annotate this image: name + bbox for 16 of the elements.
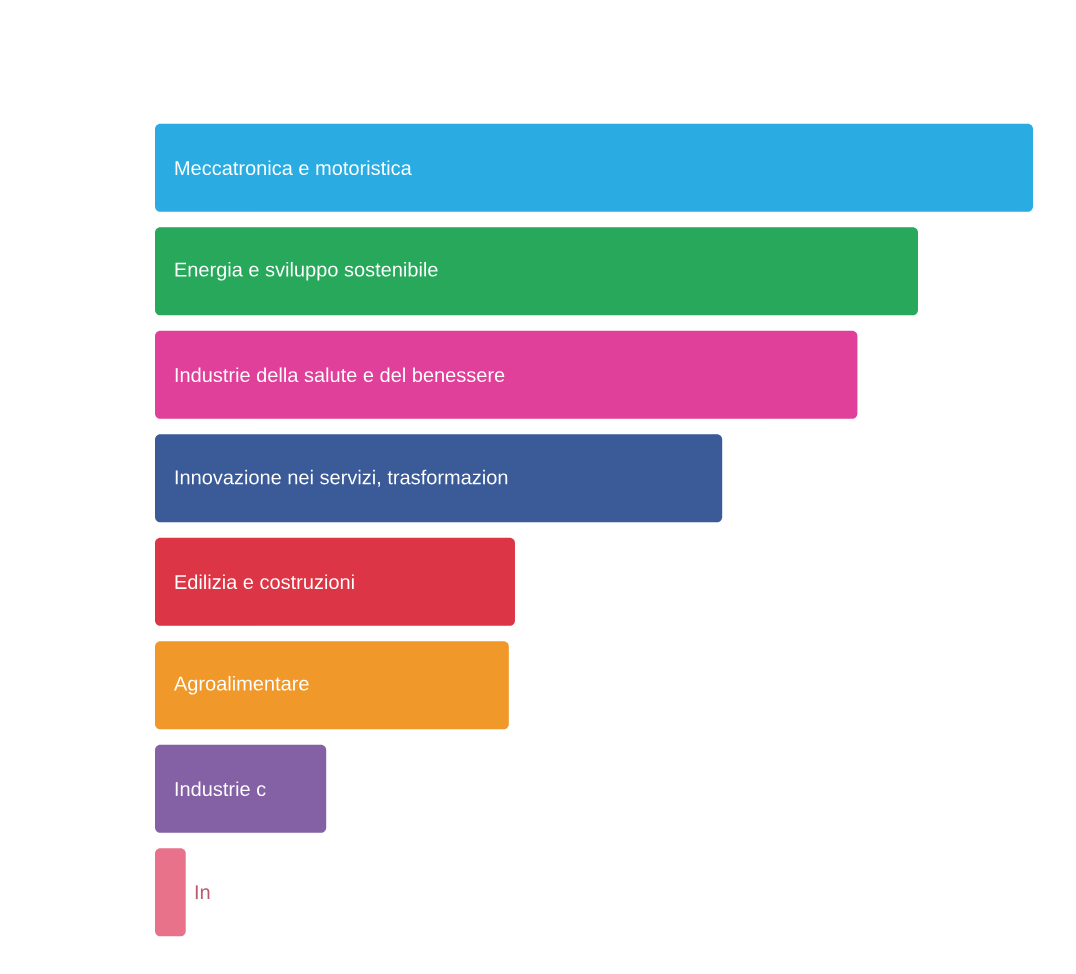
y-tick-label: In bbox=[195, 885, 210, 900]
bar bbox=[155, 227, 918, 316]
y-tick-label: Energia e sviluppo sostenibile bbox=[175, 261, 438, 281]
y-tick-label: Edilizia e costruzioni bbox=[175, 574, 354, 590]
bar bbox=[155, 330, 858, 419]
y-tick-label: Industrie c bbox=[175, 781, 266, 797]
bar bbox=[155, 641, 509, 730]
bar bbox=[155, 123, 1033, 212]
y-tick-label: Innovazione nei servizi, trasformazion bbox=[175, 469, 508, 487]
bar bbox=[155, 744, 327, 833]
bar bbox=[155, 848, 186, 937]
y-tick-label: Agroalimentare bbox=[173, 675, 309, 695]
bar bbox=[155, 537, 515, 626]
bar bbox=[155, 434, 723, 523]
y-tick-label: Industrie della salute e del benessere bbox=[175, 367, 505, 383]
y-tick-label: Meccatronica e motoristica bbox=[175, 160, 412, 176]
